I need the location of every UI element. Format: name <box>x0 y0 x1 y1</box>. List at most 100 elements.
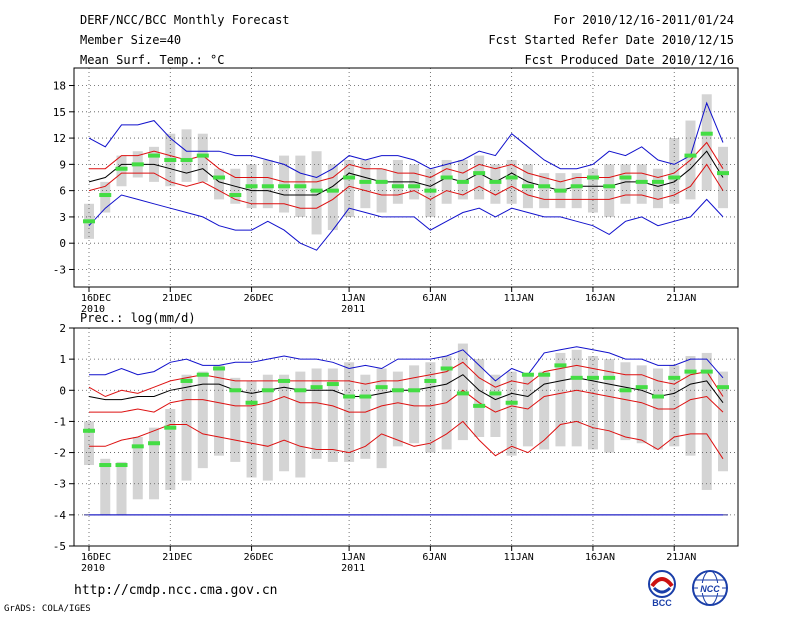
median-marker <box>310 385 323 390</box>
ensemble-box <box>425 362 436 453</box>
median-marker <box>440 366 453 371</box>
bcc-logo: BCC <box>648 570 676 608</box>
median-marker <box>196 372 209 377</box>
median-marker <box>148 153 161 158</box>
median-marker <box>343 175 356 180</box>
ensemble-box <box>230 377 241 462</box>
median-marker <box>668 175 681 180</box>
ncc-logo-label: NCC <box>700 584 720 594</box>
median-marker <box>131 444 144 449</box>
median-marker <box>603 375 616 380</box>
ensemble-box <box>620 164 631 204</box>
median-marker <box>131 162 144 167</box>
median-marker <box>424 378 437 383</box>
median-marker <box>473 171 486 176</box>
y-tick-label: -3 <box>53 263 66 276</box>
median-marker <box>619 175 632 180</box>
ensemble-box <box>181 129 192 182</box>
x-tick-label: 16JAN <box>585 293 615 304</box>
series-line-inner-upper <box>88 361 724 398</box>
median-marker <box>391 388 404 393</box>
median-marker <box>83 428 95 433</box>
median-marker <box>99 463 112 468</box>
x-tick-label: 16DEC <box>81 293 111 304</box>
ensemble-box <box>669 138 680 204</box>
median-marker <box>586 375 599 380</box>
median-marker <box>521 372 534 377</box>
ensemble-box <box>392 371 403 447</box>
ensemble-box <box>116 461 127 515</box>
median-marker <box>424 188 437 193</box>
ensemble-box <box>165 408 176 490</box>
median-marker <box>408 184 421 189</box>
median-marker <box>505 400 518 405</box>
series-line-inner-lower <box>89 389 724 413</box>
y-tick-label: 6 <box>59 185 66 198</box>
median-marker <box>310 188 323 193</box>
header-period: For 2010/12/16-2011/01/24 <box>553 13 734 27</box>
ensemble-box <box>571 173 582 209</box>
ensemble-box <box>490 164 501 204</box>
ensemble-box <box>669 365 680 447</box>
median-marker <box>261 184 274 189</box>
median-marker <box>668 375 681 380</box>
ensemble-box <box>84 421 94 466</box>
x-tick-label: 26DEC <box>244 293 274 304</box>
median-marker <box>343 394 356 399</box>
median-marker <box>148 441 161 446</box>
source-url[interactable]: http://cmdp.ncc.cma.gov.cn <box>74 583 278 598</box>
x-tick-label: 21JAN <box>666 552 696 563</box>
median-marker <box>603 184 616 189</box>
header-variable: Mean Surf. Temp.: °C <box>80 53 225 67</box>
x-tick-label: 11JAN <box>504 552 534 563</box>
x-tick-label: 1JAN <box>341 293 365 304</box>
median-marker <box>115 166 128 171</box>
median-marker <box>213 175 226 180</box>
series-line-outer-upper <box>89 346 724 382</box>
y-tick-label: -2 <box>53 447 66 460</box>
ensemble-box <box>490 374 501 437</box>
ensemble-box <box>718 371 728 472</box>
y-tick-label: 12 <box>53 132 66 145</box>
ensemble-box <box>636 365 647 444</box>
series-line-inner-lower <box>88 163 724 209</box>
median-marker <box>294 388 307 393</box>
ensemble-box <box>246 380 257 478</box>
panel-title: Prec.: log(mm/d) <box>80 311 196 325</box>
median-marker <box>570 375 583 380</box>
plot-frame <box>73 67 739 288</box>
ensemble-box <box>262 374 273 481</box>
series-line-mean <box>88 374 724 403</box>
series-line-inner-lower-2 <box>89 420 724 460</box>
ensemble-box <box>360 374 371 459</box>
median-marker <box>538 184 551 189</box>
x-tick-year-label: 2011 <box>341 563 365 574</box>
median-marker <box>635 179 648 184</box>
median-marker <box>717 171 729 176</box>
x-tick-label: 16JAN <box>585 552 615 563</box>
median-marker <box>554 363 567 368</box>
ensemble-box <box>587 168 598 213</box>
median-marker <box>651 179 664 184</box>
ensemble-box <box>685 356 696 456</box>
ensemble-box <box>311 368 322 459</box>
y-tick-label: 2 <box>59 322 66 335</box>
ensemble-box <box>441 159 452 204</box>
median-marker <box>164 425 177 430</box>
x-tick-label: 21DEC <box>162 552 192 563</box>
y-tick-label: -3 <box>53 478 66 491</box>
header-produced-date: Fcst Produced Date 2010/12/16 <box>524 53 734 67</box>
series-line-outer-upper <box>88 101 724 179</box>
median-marker <box>700 131 713 136</box>
ensemble-box <box>604 359 615 453</box>
x-tick-year-label: 2011 <box>341 304 365 315</box>
median-marker <box>375 385 388 390</box>
y-tick-label: 0 <box>59 237 66 250</box>
y-tick-label: 15 <box>53 106 66 119</box>
ensemble-box <box>587 356 598 450</box>
ensemble-box <box>376 168 387 213</box>
median-marker <box>700 369 713 374</box>
x-tick-label: 26DEC <box>244 552 274 563</box>
ensemble-box <box>149 427 160 500</box>
